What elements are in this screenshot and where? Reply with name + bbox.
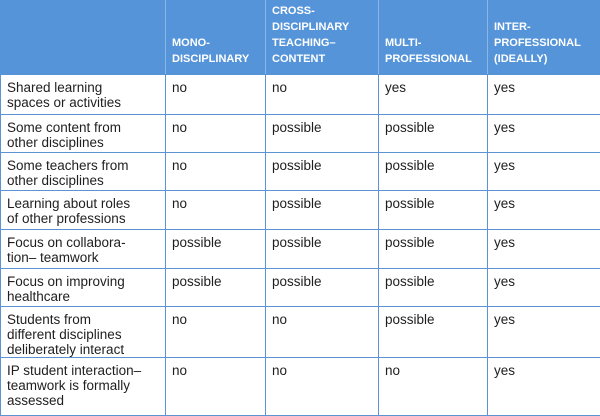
table-cell: possible (266, 115, 379, 153)
table-cell: possible (166, 269, 266, 307)
table-cell: yes (488, 191, 600, 230)
table-cell: possible (266, 153, 379, 191)
table-cell: yes (488, 75, 600, 115)
table-row: Learning about roles of other profession… (1, 191, 600, 230)
table-cell: possible (266, 191, 379, 230)
column-header (1, 1, 166, 75)
table-cell: possible (379, 153, 488, 191)
table-cell: possible (379, 115, 488, 153)
row-label: IP student interaction– teamwork is form… (1, 358, 166, 416)
column-header: INTER- PROFESSIONAL (IDEALLY) (488, 1, 600, 75)
table-cell: no (166, 358, 266, 416)
table-cell: no (166, 307, 266, 358)
row-label: Learning about roles of other profession… (1, 191, 166, 230)
table-cell: yes (488, 269, 600, 307)
table-cell: yes (488, 358, 600, 416)
table-cell: no (266, 307, 379, 358)
table-cell: yes (379, 75, 488, 115)
table-cell: possible (379, 307, 488, 358)
column-header: MONO- DISCIPLINARY (166, 1, 266, 75)
row-label: Shared learning spaces or activities (1, 75, 166, 115)
table-cell: possible (266, 269, 379, 307)
row-label: Focus on collabora- tion– teamwork (1, 230, 166, 269)
table-cell: no (166, 115, 266, 153)
row-label: Some content from other disciplines (1, 115, 166, 153)
table-cell: possible (379, 269, 488, 307)
table-cell: no (379, 358, 488, 416)
table-cell: yes (488, 307, 600, 358)
column-header: CROSS- DISCIPLINARY TEACHING– CONTENT (266, 1, 379, 75)
table-cell: possible (379, 191, 488, 230)
table-cell: no (266, 358, 379, 416)
table-cell: no (166, 75, 266, 115)
table-cell: possible (166, 230, 266, 269)
table-cell: yes (488, 115, 600, 153)
table-cell: possible (266, 230, 379, 269)
table-row: IP student interaction– teamwork is form… (1, 358, 600, 416)
table-cell: possible (379, 230, 488, 269)
table-cell: no (166, 153, 266, 191)
row-label: Students from different disciplines deli… (1, 307, 166, 358)
row-label: Focus on improving healthcare (1, 269, 166, 307)
column-header: MULTI- PROFESSIONAL (379, 1, 488, 75)
row-label: Some teachers from other disciplines (1, 153, 166, 191)
table-cell: no (266, 75, 379, 115)
table-cell: no (166, 191, 266, 230)
table-cell: yes (488, 153, 600, 191)
table-cell: yes (488, 230, 600, 269)
table-row: Students from different disciplines deli… (1, 307, 600, 358)
